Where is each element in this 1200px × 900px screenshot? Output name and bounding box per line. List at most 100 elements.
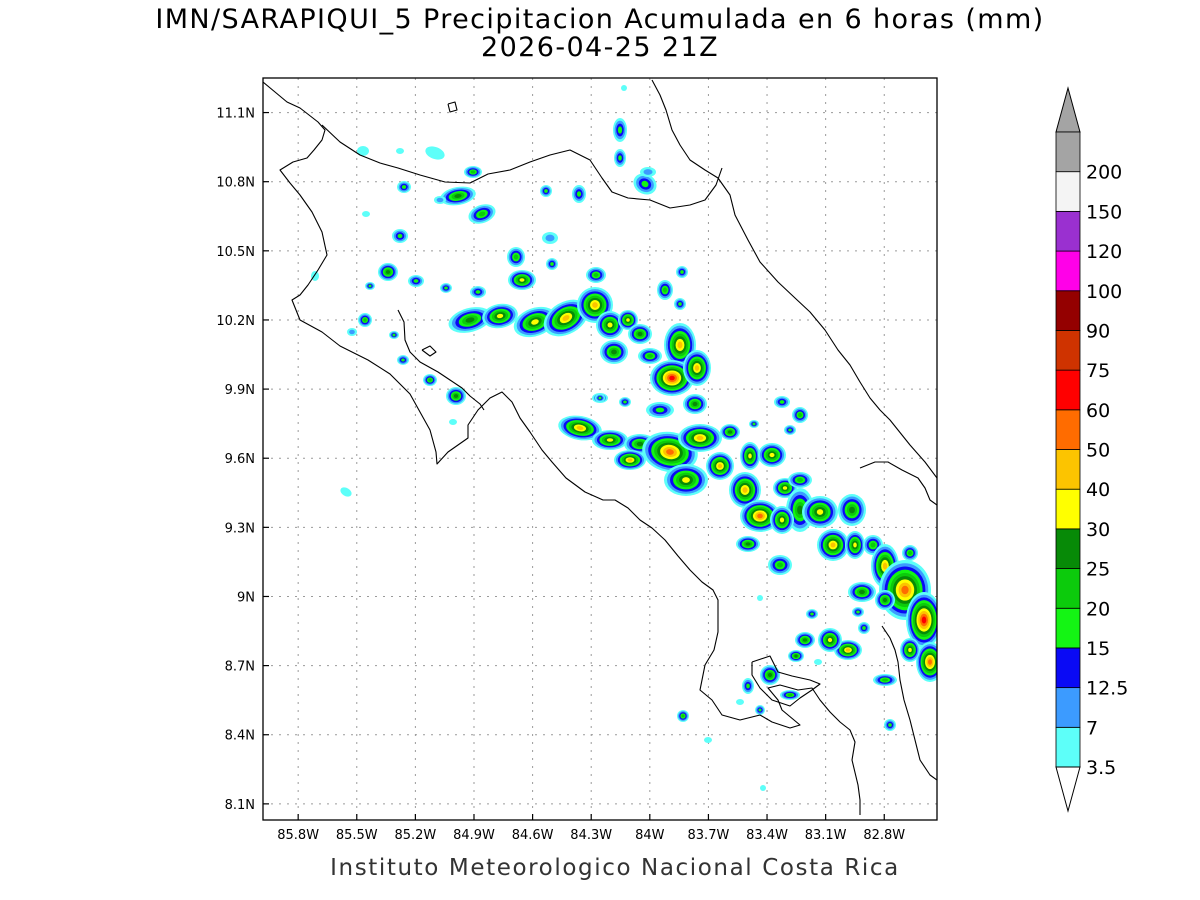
precip-contour bbox=[908, 551, 912, 555]
precip-cell bbox=[760, 785, 766, 791]
precip-cell bbox=[736, 699, 744, 705]
precip-contour bbox=[531, 319, 539, 325]
precip-cell bbox=[902, 545, 918, 561]
precip-contour bbox=[368, 284, 372, 288]
precip-contour bbox=[782, 486, 788, 490]
precip-contour bbox=[827, 637, 833, 643]
precip-cell bbox=[595, 394, 605, 402]
precip-contour bbox=[396, 148, 404, 154]
map-axes bbox=[262, 77, 938, 821]
colorbar-swatch bbox=[1055, 330, 1081, 371]
precip-cell bbox=[448, 307, 492, 333]
precip-contour bbox=[704, 737, 712, 743]
precip-contour bbox=[513, 254, 519, 260]
precip-contour bbox=[617, 126, 623, 134]
panama-border-south bbox=[881, 625, 937, 781]
precip-contour bbox=[845, 648, 851, 652]
lon-tick-label: 84.9W bbox=[453, 828, 495, 843]
precip-cell bbox=[482, 303, 518, 329]
colorbar-swatch bbox=[1055, 726, 1081, 768]
precip-contour bbox=[888, 723, 892, 727]
precip-cell bbox=[704, 737, 712, 743]
precip-cell bbox=[446, 387, 466, 405]
precip-contour bbox=[454, 194, 462, 198]
precip-contour bbox=[928, 659, 932, 665]
precip-contour bbox=[598, 396, 602, 400]
precip-cell bbox=[818, 628, 842, 652]
precip-contour bbox=[802, 638, 808, 642]
colorbar-label: 20 bbox=[1086, 598, 1110, 620]
precip-cell bbox=[572, 185, 586, 203]
precip-contour bbox=[769, 452, 775, 458]
precip-contour bbox=[621, 85, 627, 91]
lat-tick-label: 9.9N bbox=[225, 383, 255, 398]
colorbar-label: 3.5 bbox=[1086, 757, 1116, 779]
precip-contour bbox=[760, 785, 766, 791]
precip-contour bbox=[853, 542, 857, 548]
precip-cell bbox=[600, 340, 628, 364]
precip-contour bbox=[397, 233, 403, 239]
precip-contour bbox=[363, 318, 367, 322]
precip-cell bbox=[774, 396, 790, 408]
precip-contour bbox=[736, 699, 744, 705]
colorbar-label: 40 bbox=[1086, 479, 1110, 501]
precip-cell bbox=[838, 494, 866, 526]
precip-contour bbox=[436, 197, 444, 203]
precip-contour bbox=[647, 354, 653, 358]
colorbar-label: 120 bbox=[1086, 241, 1122, 263]
colorbar-swatch bbox=[1055, 171, 1081, 212]
lon-tick-label: 85.5W bbox=[336, 828, 378, 843]
pacific-coastline bbox=[263, 81, 861, 815]
precip-contour bbox=[428, 378, 432, 382]
precip-contour bbox=[618, 155, 622, 161]
precip-cell bbox=[347, 328, 357, 336]
precip-cell bbox=[802, 496, 838, 528]
precip-cell bbox=[449, 419, 457, 425]
precip-cell bbox=[362, 211, 370, 217]
precip-cell bbox=[683, 394, 707, 414]
precip-cell bbox=[619, 397, 631, 407]
coastline bbox=[263, 79, 937, 815]
precip-contour bbox=[611, 349, 617, 355]
precip-contour bbox=[748, 453, 752, 459]
colorbar-label: 90 bbox=[1086, 320, 1110, 342]
precip-contour bbox=[901, 585, 909, 595]
precip-contour bbox=[340, 487, 352, 497]
precip-contour bbox=[607, 322, 613, 328]
precip-contour bbox=[623, 400, 627, 404]
precip-cell bbox=[780, 690, 800, 700]
colorbar-under-arrow bbox=[1055, 766, 1081, 813]
precip-contour bbox=[627, 458, 633, 462]
precip-cell bbox=[392, 229, 408, 243]
precip-cell bbox=[396, 148, 404, 154]
precip-cell bbox=[784, 425, 796, 435]
footer-credit: Instituto Meteorologico Nacional Costa R… bbox=[330, 855, 900, 881]
colorbar-swatch bbox=[1055, 687, 1081, 728]
precip-cell bbox=[389, 331, 399, 339]
precip-cell bbox=[852, 607, 864, 617]
colorbar: 3.5 7 12.5 15 20 25 30 40 50 60 75 90 100 120 150 200 bbox=[1055, 86, 1128, 813]
precip-cell bbox=[657, 280, 673, 300]
precip-contour bbox=[798, 413, 802, 417]
precip-cell bbox=[546, 258, 558, 270]
precip-contour bbox=[544, 189, 548, 193]
precip-contour bbox=[797, 505, 803, 515]
lon-tick-label: 82.8W bbox=[863, 828, 905, 843]
lon-tick-label: 85.8W bbox=[277, 828, 319, 843]
precip-contour bbox=[777, 562, 783, 568]
precip-cell bbox=[633, 173, 657, 195]
precip-contour bbox=[401, 358, 405, 362]
precip-contour bbox=[680, 270, 684, 274]
lat-tick-label: 10.5N bbox=[216, 245, 255, 260]
colorbar-label: 50 bbox=[1086, 440, 1110, 462]
precip-cell bbox=[596, 311, 624, 339]
precip-contour bbox=[859, 589, 865, 595]
map-frame bbox=[262, 77, 938, 821]
precip-cell bbox=[642, 431, 698, 473]
precip-cell bbox=[397, 355, 409, 365]
colorbar-swatch bbox=[1055, 647, 1081, 689]
precip-cell bbox=[795, 632, 815, 648]
colorbar-label: 100 bbox=[1086, 281, 1122, 303]
precip-contour bbox=[470, 170, 476, 174]
